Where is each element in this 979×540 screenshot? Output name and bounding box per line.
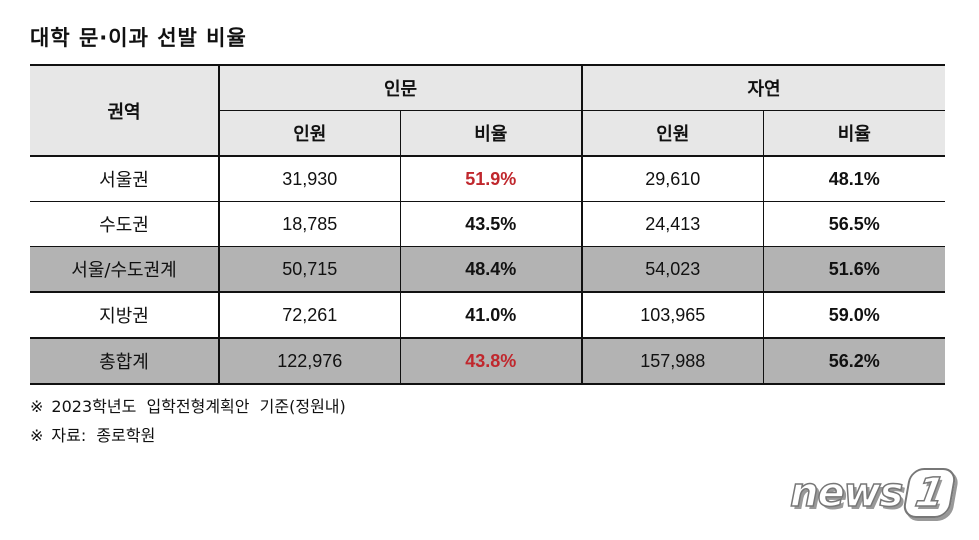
footnote: ※ 자료: 종로학원 (30, 421, 346, 450)
science-count-cell: 54,023 (581, 246, 763, 293)
header-region: 권역 (30, 64, 219, 157)
header-humanities-ratio: 비율 (399, 110, 582, 157)
humanities-count-cell: 122,976 (218, 337, 400, 385)
science-ratio-cell: 51.6% (762, 246, 945, 293)
science-ratio-cell: 56.5% (762, 201, 945, 247)
humanities-count-cell: 31,930 (218, 155, 400, 202)
region-cell: 수도권 (30, 201, 219, 247)
header-science: 자연 (581, 64, 945, 111)
region-cell: 서울/수도권계 (30, 246, 219, 293)
science-count-cell: 24,413 (581, 201, 763, 247)
science-count-cell: 157,988 (581, 337, 763, 385)
humanities-count-cell: 50,715 (218, 246, 400, 293)
humanities-ratio-cell: 48.4% (399, 246, 582, 293)
humanities-ratio-cell: 41.0% (399, 291, 582, 339)
ratio-table: 권역 인문 자연 인원 비율 인원 비율 서울권 31,930 51.9% 29… (30, 64, 945, 385)
region-cell: 총합계 (30, 337, 219, 385)
footnote-text: 2023학년도 입학전형계획안 기준(정원내) (51, 397, 346, 416)
table-row: 서울권 31,930 51.9% 29,610 48.1% (30, 155, 945, 202)
humanities-ratio-cell: 43.8% (399, 337, 582, 385)
logo-text: news (789, 469, 904, 517)
science-ratio-cell: 59.0% (762, 291, 945, 339)
header-science-ratio: 비율 (762, 110, 945, 157)
humanities-ratio-cell: 43.5% (399, 201, 582, 247)
table-title: 대학 문·이과 선발 비율 (30, 26, 247, 50)
region-cell: 지방권 (30, 291, 219, 339)
header-science-count: 인원 (581, 110, 763, 157)
science-ratio-cell: 48.1% (762, 155, 945, 202)
table-row-total: 총합계 122,976 43.8% 157,988 56.2% (30, 337, 945, 385)
footnotes: ※ 2023학년도 입학전형계획안 기준(정원내) ※ 자료: 종로학원 (30, 392, 346, 450)
header-humanities-count: 인원 (218, 110, 400, 157)
science-count-cell: 29,610 (581, 155, 763, 202)
footnote: ※ 2023학년도 입학전형계획안 기준(정원내) (30, 392, 346, 421)
footnote-text: 자료: 종로학원 (51, 426, 156, 445)
table-row: 수도권 18,785 43.5% 24,413 56.5% (30, 201, 945, 247)
science-ratio-cell: 56.2% (762, 337, 945, 385)
logo-number: 1 (901, 468, 958, 518)
humanities-ratio-cell: 51.9% (399, 155, 582, 202)
table-row-subtotal: 서울/수도권계 50,715 48.4% 54,023 51.6% (30, 246, 945, 293)
science-count-cell: 103,965 (581, 291, 763, 339)
region-cell: 서울권 (30, 155, 219, 202)
reference-mark-icon: ※ (30, 397, 44, 416)
humanities-count-cell: 72,261 (218, 291, 400, 339)
table-row: 지방권 72,261 41.0% 103,965 59.0% (30, 291, 945, 339)
news1-logo: news 1 (789, 468, 958, 518)
humanities-count-cell: 18,785 (218, 201, 400, 247)
header-humanities: 인문 (218, 64, 582, 111)
reference-mark-icon: ※ (30, 426, 44, 445)
